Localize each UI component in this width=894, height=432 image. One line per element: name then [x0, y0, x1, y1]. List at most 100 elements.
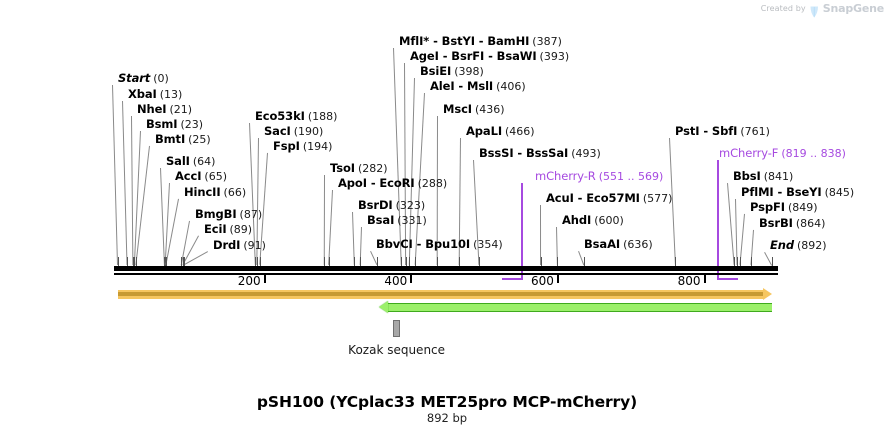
site-label-position: (600)	[594, 214, 624, 227]
leader-line	[352, 212, 355, 266]
site-label[interactable]: End (892)	[770, 239, 827, 252]
restriction-site-tick	[409, 257, 411, 266]
site-label[interactable]: MflI* - BstYI - BamHI (387)	[399, 35, 562, 48]
site-label[interactable]: FspI (194)	[273, 140, 332, 153]
feature-arrow[interactable]	[118, 290, 763, 299]
restriction-site-tick	[135, 257, 137, 266]
site-label-position: (892)	[796, 239, 827, 252]
site-label[interactable]: AgeI - BsrFI - BsaWI (393)	[410, 50, 569, 63]
restriction-site-tick	[164, 257, 166, 266]
site-label-name: Eco53kI	[255, 109, 305, 123]
site-label-position: (387)	[532, 35, 562, 48]
ruler-bar	[114, 266, 778, 271]
site-label[interactable]: AhdI (600)	[562, 214, 624, 227]
site-label-name: BsaI	[367, 213, 395, 227]
site-label[interactable]: BsiEI (398)	[420, 65, 484, 78]
site-label[interactable]: ApoI - EcoRI (288)	[338, 177, 447, 190]
restriction-site-tick	[734, 257, 736, 266]
ruler-tick	[556, 275, 559, 283]
site-label[interactable]: ApaLI (466)	[466, 125, 535, 138]
primer-foot-line	[718, 278, 739, 280]
site-label[interactable]: TsoI (282)	[330, 162, 388, 175]
restriction-site-tick	[377, 257, 379, 266]
site-label-name: BsaAI	[584, 237, 621, 251]
ruler-baseline	[114, 273, 778, 275]
leader-line	[328, 189, 333, 265]
leader-line	[735, 199, 738, 266]
site-label-position: (493)	[571, 147, 601, 160]
site-label[interactable]: AccI (65)	[175, 170, 227, 183]
feature-arrow-head	[763, 288, 772, 300]
ruler-tick-label: 800	[677, 274, 701, 288]
restriction-site-tick	[401, 257, 403, 266]
site-label[interactable]: BmtI (25)	[155, 133, 211, 146]
site-label[interactable]: BsaI (331)	[367, 214, 427, 227]
leader-line	[122, 101, 128, 266]
site-label[interactable]: BsrBI (864)	[759, 217, 825, 230]
kozak-sequence-box[interactable]	[392, 320, 401, 337]
leader-line	[165, 198, 179, 265]
site-label-name: FspI	[273, 139, 300, 153]
restriction-site-tick	[182, 257, 184, 266]
restriction-site-tick	[324, 257, 326, 266]
site-label[interactable]: SacI (190)	[264, 125, 323, 138]
site-label-position: (323)	[395, 199, 426, 212]
site-label-name: SacI	[264, 124, 291, 138]
site-label[interactable]: BbsI (841)	[733, 170, 793, 183]
site-label-position: (577)	[642, 192, 673, 205]
site-label[interactable]: DrdI (91)	[213, 239, 266, 252]
site-label-name: End	[770, 238, 794, 252]
site-label[interactable]: MscI (436)	[443, 103, 505, 116]
site-label[interactable]: Start (0)	[118, 72, 169, 85]
feature-arrow[interactable]	[388, 303, 772, 312]
site-label[interactable]: AcuI - Eco57MI (577)	[546, 192, 672, 205]
site-label[interactable]: PflMI - BseYI (845)	[741, 186, 854, 199]
site-label-position: (819 .. 838)	[781, 147, 846, 160]
restriction-site-tick	[739, 257, 741, 266]
site-label-position: (845)	[824, 186, 855, 199]
site-label[interactable]: Eco53kI (188)	[255, 110, 337, 123]
restriction-site-tick	[181, 257, 183, 266]
site-label[interactable]: BsmI (23)	[146, 118, 203, 131]
restriction-site-tick	[134, 257, 136, 266]
site-label-name: NheI	[137, 102, 167, 116]
leader-line	[323, 174, 325, 265]
site-label[interactable]: SalI (64)	[166, 155, 215, 168]
site-label[interactable]: NheI (21)	[137, 103, 192, 116]
site-label[interactable]: XbaI (13)	[128, 88, 182, 101]
site-label-name: BbsI	[733, 169, 761, 183]
leader-line	[764, 252, 772, 266]
site-label-name: BmtI	[155, 132, 186, 146]
page-title: pSH100 (YCplac33 MET25pro MCP-mCherry)	[256, 393, 638, 411]
restriction-site-tick	[256, 257, 258, 266]
leader-line	[180, 220, 190, 265]
restriction-site-tick	[165, 257, 167, 266]
site-label-position: (66)	[223, 186, 247, 199]
site-label[interactable]: HincII (66)	[184, 186, 246, 199]
site-label[interactable]: BmgBI (87)	[195, 208, 262, 221]
restriction-site-tick	[354, 257, 356, 266]
site-label[interactable]: BsrDI (323)	[358, 199, 425, 212]
site-label[interactable]: BbvCI - Bpu10I (354)	[376, 238, 503, 251]
restriction-site-tick	[328, 257, 330, 266]
site-label-position: (13)	[159, 88, 183, 101]
restriction-site-tick	[184, 257, 186, 266]
site-label[interactable]: PspFI (849)	[750, 201, 818, 214]
site-label-name: MflI* - BstYI - BamHI	[399, 34, 530, 48]
leader-line	[540, 205, 542, 266]
site-label[interactable]: mCherry-R (551 .. 569)	[535, 170, 663, 183]
site-label-name: BmgBI	[195, 207, 237, 221]
site-label-name: BssSI - BssSaI	[479, 146, 569, 160]
ruler-tick-label: 400	[384, 274, 408, 288]
site-label-name: BbvCI - Bpu10I	[376, 237, 471, 251]
site-label[interactable]: EciI (89)	[204, 223, 252, 236]
site-label[interactable]: BssSI - BssSaI (493)	[479, 147, 601, 160]
site-label[interactable]: mCherry-F (819 .. 838)	[719, 147, 846, 160]
leader-line	[578, 251, 585, 266]
site-label[interactable]: AleI - MslI (406)	[430, 80, 526, 93]
site-label-position: (23)	[180, 118, 204, 131]
site-label-position: (25)	[188, 133, 211, 146]
site-label[interactable]: BsaAI (636)	[584, 238, 653, 251]
site-label[interactable]: PstI - SbfI (761)	[675, 125, 770, 138]
